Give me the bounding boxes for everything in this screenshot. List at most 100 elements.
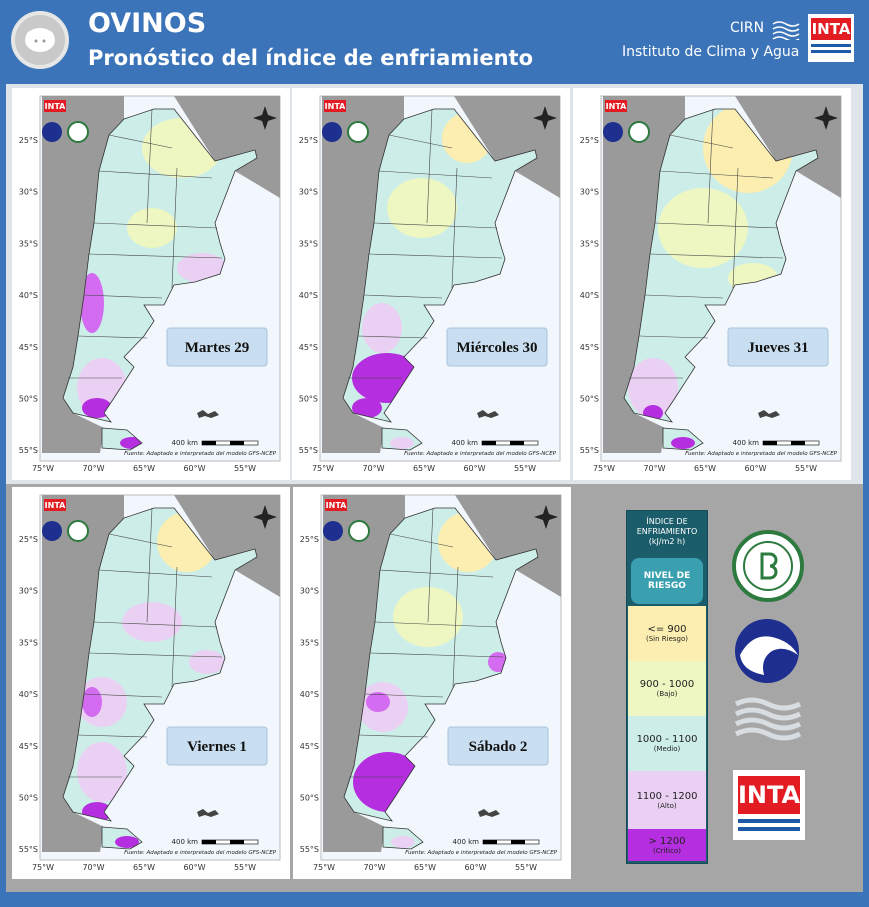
- header: OVINOS Pronóstico del índice de enfriami…: [0, 0, 869, 82]
- lon-label: 60°W: [464, 863, 486, 872]
- lon-label: 70°W: [362, 464, 384, 473]
- mini-logo-wave: [322, 122, 342, 142]
- lon-label: 65°W: [694, 464, 716, 473]
- risk-area: [122, 602, 182, 642]
- lon-label: 75°W: [313, 863, 335, 872]
- day-label: Viernes 1: [187, 739, 247, 755]
- lat-label: 50°S: [300, 794, 319, 803]
- inta-mini-box: [324, 100, 346, 112]
- source-note: Fuente: Adaptado e interpretado del mode…: [124, 850, 277, 856]
- lat-label: 25°S: [300, 535, 319, 544]
- neighbor-land: [174, 495, 280, 597]
- lat-label: 45°S: [19, 742, 38, 751]
- source-note: Fuente: Adaptado e interpretado del mode…: [404, 451, 557, 457]
- lat-label: 55°S: [19, 446, 38, 455]
- day-box: [166, 327, 268, 367]
- legend-level: (Medio): [653, 745, 681, 753]
- risk-area: [77, 742, 127, 802]
- inta-mini: INTA: [606, 102, 628, 111]
- mini-logo-wave: [323, 521, 343, 541]
- legend-range: 1000 - 1100: [636, 734, 698, 745]
- north-arrow: [814, 106, 838, 130]
- lon-label: 55°W: [234, 464, 256, 473]
- seal-logo: [732, 530, 804, 602]
- lat-label: 25°S: [299, 136, 318, 145]
- day-box: [727, 327, 829, 367]
- lat-label: 45°S: [299, 343, 318, 352]
- lon-label: 65°W: [413, 464, 435, 473]
- legend-range: 1100 - 1200: [636, 790, 698, 802]
- legend-band: 1100 - 1200 (Alto): [628, 771, 706, 829]
- legend-band: > 1200 (Crítico): [628, 829, 706, 861]
- mini-logo-wave: [603, 122, 623, 142]
- scale-label: 400 km: [733, 439, 760, 447]
- org-name: Instituto de Clima y Agua: [622, 44, 800, 60]
- lon-label: 60°W: [463, 464, 485, 473]
- risk-area: [387, 178, 457, 238]
- lat-label: 40°S: [19, 291, 38, 300]
- legend-band: 1000 - 1100 (Medio): [628, 716, 706, 771]
- lat-label: 25°S: [580, 136, 599, 145]
- mini-logo-wave: [42, 521, 62, 541]
- mini-logo-seal: [67, 520, 89, 542]
- argentina-outline: [623, 108, 819, 451]
- day-label: Martes 29: [185, 340, 250, 356]
- lat-label: 50°S: [580, 395, 599, 404]
- legend-unit: (kJ/m2 h): [648, 537, 686, 546]
- legend-level: (Bajo): [656, 690, 678, 698]
- neighbor-land: [735, 96, 841, 198]
- lat-label: 55°S: [299, 446, 318, 455]
- lon-label: 75°W: [32, 863, 54, 872]
- islands: [197, 410, 219, 418]
- scale-bar-fill: [202, 441, 244, 445]
- map-panel: 25°S 30°S 35°S 40°S 45°S 50°S 55°S 75°W 70°W 65°W…: [293, 487, 571, 879]
- province-lines: [68, 507, 223, 778]
- islands: [197, 809, 219, 817]
- scale-label: 400 km: [453, 838, 480, 846]
- legend-level: (Sin Riesgo): [646, 635, 688, 643]
- day-box: [166, 726, 268, 766]
- mini-logo-seal: [348, 520, 370, 542]
- scale-label: 400 km: [172, 838, 199, 846]
- argentina-outline: [342, 108, 538, 451]
- neighbor-land: [174, 96, 280, 198]
- inta-logo-large: INTA: [733, 770, 805, 840]
- lat-label: 35°S: [299, 239, 318, 248]
- inta-mini-box: [44, 100, 66, 112]
- lon-label: 65°W: [133, 464, 155, 473]
- inta-mini: INTA: [326, 501, 348, 510]
- mini-logo-seal: [628, 121, 650, 143]
- source-note: Fuente: Adaptado e interpretado del mode…: [405, 850, 558, 856]
- lon-label: 60°W: [183, 863, 205, 872]
- lat-label: 45°S: [300, 742, 319, 751]
- lon-label: 55°W: [515, 863, 537, 872]
- lat-label: 50°S: [19, 794, 38, 803]
- lon-label: 55°W: [234, 863, 256, 872]
- lat-label: 45°S: [580, 343, 599, 352]
- lat-label: 45°S: [19, 343, 38, 352]
- legend: ÍNDICE DE ENFRIAMIENTO (kJ/m2 h) NIVEL DE…: [626, 510, 708, 864]
- argentina: [624, 109, 818, 450]
- province-lines: [68, 108, 223, 379]
- map: 25°S 30°S 35°S 40°S 45°S 50°S 55°S 75°W 70°W 65°W…: [19, 494, 281, 872]
- day-label: Miércoles 30: [457, 340, 538, 356]
- legend-band: <= 900 (Sin Riesgo): [628, 606, 706, 661]
- north-arrow: [534, 505, 558, 529]
- neighbor-land: [42, 96, 124, 453]
- lon-label: 75°W: [593, 464, 615, 473]
- scale-label: 400 km: [172, 439, 199, 447]
- map-panel: 25°S 30°S 35°S 40°S 45°S 50°S 55°S 75°W 70°W 65°W…: [573, 88, 851, 480]
- risk-area: [366, 692, 390, 712]
- map: 25°S 30°S 35°S 40°S 45°S 50°S 55°S 75°W 70°W 65°W…: [300, 494, 562, 872]
- islands: [477, 410, 499, 418]
- scale-bar-fill: [202, 840, 244, 844]
- lat-label: 30°S: [19, 587, 38, 596]
- scale-bar-fill: [763, 441, 805, 445]
- risk-area: [115, 836, 139, 848]
- scale-bar-fill: [483, 840, 525, 844]
- scale-bar-fill: [482, 441, 524, 445]
- lat-label: 25°S: [19, 136, 38, 145]
- north-arrow: [253, 505, 277, 529]
- inta-mini-box: [325, 499, 347, 511]
